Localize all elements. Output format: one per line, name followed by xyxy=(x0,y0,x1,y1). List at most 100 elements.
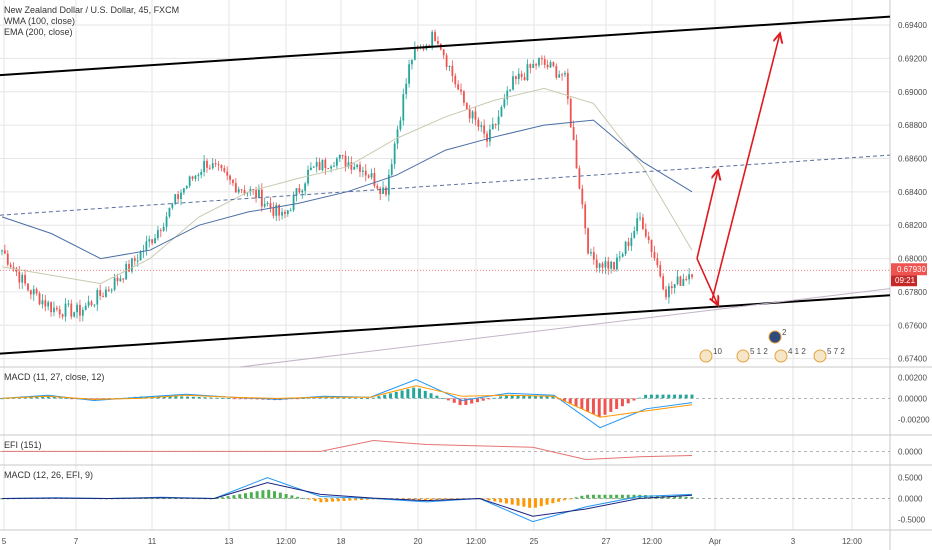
candles-group xyxy=(1,29,693,322)
candle-body xyxy=(93,304,96,306)
macd1-histogram-bar xyxy=(46,396,50,399)
event-label: 10 xyxy=(713,347,722,356)
candle-body xyxy=(543,59,546,65)
countdown-tag xyxy=(891,275,917,287)
macd2-histogram-bar xyxy=(290,495,294,499)
macd1-histogram-bar xyxy=(244,398,248,400)
price-tick-label: 0.69000 xyxy=(898,88,927,97)
candle-body xyxy=(252,189,255,191)
candle-body xyxy=(318,162,321,171)
x-tick-label: 12:00 xyxy=(466,537,487,546)
candle-body xyxy=(24,274,26,284)
candle-body xyxy=(67,303,70,305)
candle-body xyxy=(292,194,295,211)
candle-body xyxy=(480,125,483,127)
macd1-histogram-bar xyxy=(673,394,677,399)
macd1-histogram-bar xyxy=(35,396,39,399)
macd1-histogram-bar xyxy=(186,396,190,399)
candle-body xyxy=(119,278,122,282)
macd2-histogram-bar xyxy=(354,498,358,501)
macd1-histogram-bar xyxy=(296,398,300,400)
candle-body xyxy=(333,165,335,167)
macd2-histogram-bar xyxy=(446,498,450,500)
candle-body xyxy=(312,166,315,168)
macd2-histogram-bar xyxy=(435,498,439,501)
x-tick-label: 7 xyxy=(74,537,79,546)
candle-body xyxy=(154,238,156,244)
trend-line-light xyxy=(239,288,891,368)
candle-body xyxy=(604,261,607,268)
macd2-histogram-bar xyxy=(273,491,277,499)
macd1-histogram-bar xyxy=(510,394,514,399)
macd1-histogram-bar xyxy=(586,398,590,412)
candle-body xyxy=(307,169,309,184)
macd2-tick-label: 0.5000 xyxy=(898,474,923,483)
candle-body xyxy=(497,116,500,125)
macd1-histogram-bar xyxy=(441,398,445,399)
candle-body xyxy=(385,187,387,195)
candle-body xyxy=(229,175,231,180)
candle-body xyxy=(688,274,691,280)
candle-body xyxy=(81,309,84,316)
candle-body xyxy=(379,188,382,194)
macd2-histogram-bar xyxy=(429,498,433,501)
macd1-histogram-bar xyxy=(383,394,387,399)
candle-body xyxy=(494,124,497,126)
macd1-histogram-bar xyxy=(574,398,578,407)
macd1-histogram-bar xyxy=(533,395,537,399)
macd2-histogram-bar xyxy=(423,498,427,501)
candle-body xyxy=(321,159,324,171)
candle-body xyxy=(128,264,130,272)
macd2-histogram-bar xyxy=(557,498,561,502)
macd2-histogram-bar xyxy=(232,495,236,499)
candle-body xyxy=(232,179,234,184)
candle-body xyxy=(584,204,587,229)
x-tick-label: 27 xyxy=(602,537,611,546)
candle-body xyxy=(156,230,159,239)
candle-body xyxy=(387,174,390,195)
ema-legend: EMA (200, close) xyxy=(4,27,73,37)
candle-body xyxy=(396,129,399,144)
countdown-value: 09:21 xyxy=(895,276,916,285)
x-tick-label: 12:00 xyxy=(842,537,863,546)
candle-body xyxy=(301,190,304,193)
candle-body xyxy=(561,74,563,76)
macd1-histogram-bar xyxy=(603,398,607,415)
macd2-histogram-bar xyxy=(0,498,4,500)
candle-body xyxy=(335,158,338,166)
macd1-histogram-bar xyxy=(41,396,45,399)
candle-body xyxy=(226,171,229,176)
price-tick-label: 0.69400 xyxy=(898,21,927,30)
macd2-histogram-bar xyxy=(504,498,508,504)
event-marker-icon xyxy=(813,349,827,363)
candle-body xyxy=(136,260,139,262)
macd2-histogram-bar xyxy=(690,497,694,499)
macd1-histogram-bar xyxy=(342,397,346,399)
candle-body xyxy=(70,303,73,317)
macd1-signal-line xyxy=(1,385,693,418)
macd1-histogram-bar xyxy=(452,398,456,403)
candle-body xyxy=(122,278,125,280)
candle-body xyxy=(344,155,347,167)
macd1-histogram-bar xyxy=(562,398,566,402)
candle-body xyxy=(506,90,509,100)
candle-body xyxy=(194,175,197,179)
candle-body xyxy=(21,274,24,283)
candle-body xyxy=(79,304,81,316)
candle-body xyxy=(298,188,301,193)
candle-body xyxy=(113,277,116,290)
candle-body xyxy=(431,31,434,47)
candle-body xyxy=(468,109,471,119)
candle-body xyxy=(509,89,512,91)
candle-body xyxy=(197,174,200,176)
candle-body xyxy=(260,189,263,207)
candle-body xyxy=(532,64,535,68)
macd2-histogram-bar xyxy=(516,498,520,506)
candle-body xyxy=(96,290,99,305)
candle-body xyxy=(258,189,260,198)
mid-channel-dashed-line xyxy=(0,154,891,216)
macd1-histogram-bar xyxy=(412,387,416,399)
macd1-histogram-bar xyxy=(644,394,648,399)
candle-body xyxy=(6,253,9,265)
